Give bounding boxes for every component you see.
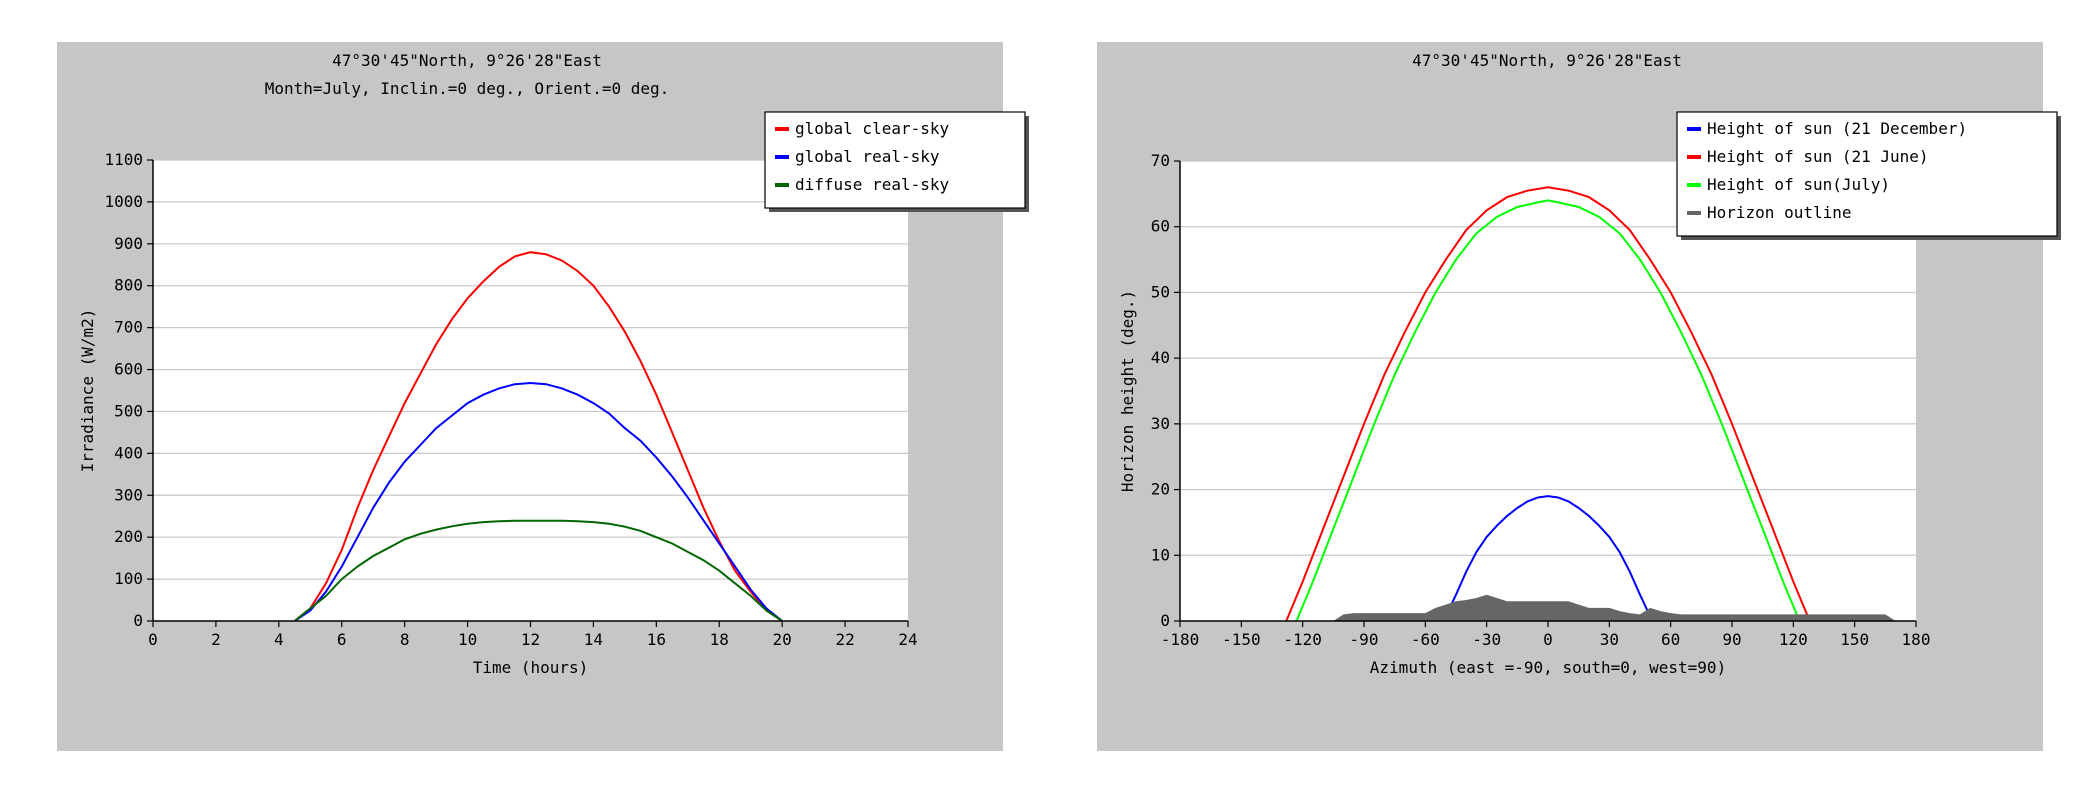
y-tick-label: 20 <box>1151 480 1170 499</box>
x-tick-label: 0 <box>1543 630 1553 649</box>
series-line-1 <box>1285 186 1811 622</box>
x-tick-label: 20 <box>773 630 792 649</box>
x-tick-label: 90 <box>1722 630 1741 649</box>
y-tick-label: 1100 <box>104 150 143 169</box>
x-tick-label: 14 <box>584 630 603 649</box>
y-axis-label: Horizon height (deg.) <box>1118 290 1137 492</box>
x-tick-label: 0 <box>148 630 158 649</box>
legend-box <box>1676 111 2058 237</box>
legend-label: global real-sky <box>795 147 940 166</box>
y-tick-label: 50 <box>1151 282 1170 301</box>
x-tick-label: 10 <box>458 630 477 649</box>
x-tick-label: 6 <box>337 630 347 649</box>
series-line-0 <box>293 251 783 622</box>
irradiance-chart: 47°30'45"North, 9°26'28"East Month=July, … <box>78 51 1029 677</box>
legend-label: Horizon outline <box>1707 203 1852 222</box>
series-area-3 <box>1333 594 1896 621</box>
x-tick-label: -150 <box>1222 630 1261 649</box>
x-tick-label: 12 <box>521 630 540 649</box>
x-tick-label: 18 <box>710 630 729 649</box>
x-tick-label: -120 <box>1283 630 1322 649</box>
x-tick-label: 22 <box>835 630 854 649</box>
chart-subtitle: Month=July, Inclin.=0 deg., Orient.=0 de… <box>265 79 670 98</box>
x-tick-label: -30 <box>1472 630 1501 649</box>
y-tick-label: 10 <box>1151 545 1170 564</box>
legend-label: diffuse real-sky <box>795 175 949 194</box>
chart-title: 47°30'45"North, 9°26'28"East <box>332 51 602 70</box>
series-line-0 <box>1442 495 1654 622</box>
x-tick-label: 24 <box>898 630 917 649</box>
y-tick-label: 70 <box>1151 151 1170 170</box>
x-tick-label: -60 <box>1411 630 1440 649</box>
y-tick-label: 700 <box>114 318 143 337</box>
horizon-chart: 47°30'45"North, 9°26'28"East 0 10 20 30 40 50 6… <box>1118 51 2061 677</box>
y-tick-label: 600 <box>114 360 143 379</box>
x-tick-label: -90 <box>1350 630 1379 649</box>
x-axis-label: Azimuth (east =-90, south=0, west=90) <box>1370 658 1726 677</box>
y-tick-label: 100 <box>114 569 143 588</box>
x-tick-label: 120 <box>1779 630 1808 649</box>
y-tick-label: 200 <box>114 527 143 546</box>
chart-title: 47°30'45"North, 9°26'28"East <box>1412 51 1682 70</box>
y-tick-label: 30 <box>1151 414 1170 433</box>
x-tick-label: 8 <box>400 630 410 649</box>
x-tick-label: -180 <box>1161 630 1200 649</box>
x-tick-label: 150 <box>1840 630 1869 649</box>
y-axis-label: Irradiance (W/m2) <box>78 309 97 473</box>
y-tick-label: 400 <box>114 443 143 462</box>
y-tick-label: 800 <box>114 276 143 295</box>
legend-label: Height of sun(July) <box>1707 175 1890 194</box>
x-tick-label: 30 <box>1600 630 1619 649</box>
series-line-1 <box>294 381 783 622</box>
x-tick-label: 16 <box>647 630 666 649</box>
x-axis-label: Time (hours) <box>473 658 589 677</box>
chart-panel-irradiance: 47°30'45"North, 9°26'28"East Month=July, … <box>57 42 1029 751</box>
series-line-2 <box>293 519 783 622</box>
legend-label: global clear-sky <box>795 119 949 138</box>
x-tick-label: 2 <box>211 630 221 649</box>
x-tick-label: 4 <box>274 630 284 649</box>
legend-label: Height of sun (21 December) <box>1707 119 1967 138</box>
y-tick-label: 500 <box>114 401 143 420</box>
plot-area <box>153 160 908 621</box>
y-tick-label: 60 <box>1151 217 1170 236</box>
y-tick-label: 40 <box>1151 348 1170 367</box>
legend-box <box>764 111 1026 209</box>
legend-label: Height of sun (21 June) <box>1707 147 1929 166</box>
y-tick-label: 300 <box>114 485 143 504</box>
y-tick-label: 0 <box>133 611 143 630</box>
x-tick-label: 180 <box>1902 630 1931 649</box>
y-tick-label: 0 <box>1160 611 1170 630</box>
y-tick-label: 1000 <box>104 192 143 211</box>
series-line-2 <box>1295 199 1801 622</box>
chart-panel-horizon: 47°30'45"North, 9°26'28"East 0 10 20 30 40 50 6… <box>1097 42 2061 751</box>
x-tick-label: 60 <box>1661 630 1680 649</box>
y-tick-label: 900 <box>114 234 143 253</box>
